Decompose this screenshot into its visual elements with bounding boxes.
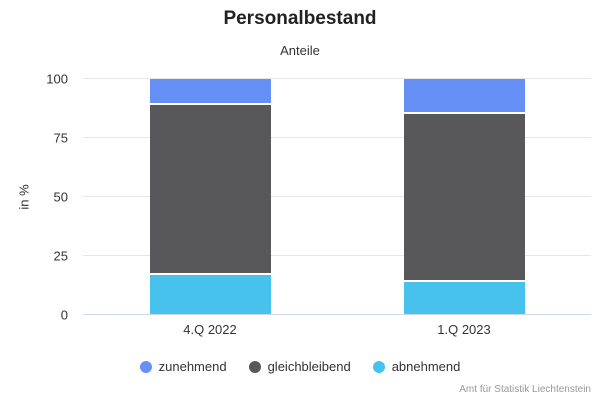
legend-label: zunehmend [158,359,227,374]
bar-segment-gleichbleibend[interactable] [403,114,525,282]
x-category-label: 4.Q 2022 [183,322,237,337]
bars-container [83,79,591,315]
legend-marker-icon [248,360,261,373]
x-category-label: 1.Q 2023 [437,322,491,337]
legend-marker-icon [139,360,152,373]
legend-label: abnehmend [391,359,461,374]
bar-segment-abnehmend[interactable] [403,281,525,315]
y-gridline [83,78,591,79]
y-tick-label: 0 [60,307,68,323]
bar-segment-zunehmend[interactable] [149,79,271,105]
plot-area [83,78,591,315]
y-gridline [83,255,591,256]
y-tick-label: 50 [53,189,68,205]
legend-marker-icon [372,360,385,373]
chart-subtitle: Anteile [280,43,320,58]
x-axis-line [83,314,591,315]
legend-label: gleichbleibend [267,359,351,374]
category-slot [83,79,337,315]
bar-segment-gleichbleibend[interactable] [149,104,271,275]
legend-item-gleichbleibend[interactable]: gleichbleibend [248,359,351,374]
y-tick-label: 75 [53,130,68,146]
y-gridline [83,196,591,197]
legend-item-abnehmend[interactable]: abnehmend [372,359,461,374]
stacked-bar [149,79,271,315]
chart-title: Personalbestand [223,8,377,29]
stacked-bar [403,79,525,315]
legend-item-zunehmend[interactable]: zunehmend [139,359,227,374]
y-tick-label: 25 [53,248,68,264]
source-credit: Amt für Statistik Liechtenstein [459,384,591,395]
y-tick-label: 100 [46,71,68,87]
bar-segment-zunehmend[interactable] [403,79,525,115]
bar-segment-abnehmend[interactable] [149,274,271,315]
y-axis-tick-labels: 0 25 50 75 100 [0,72,70,323]
category-slot [337,79,591,315]
legend: zunehmend gleichbleibend abnehmend [0,359,600,374]
y-gridline [83,137,591,138]
x-axis-labels: 4.Q 2022 1.Q 2023 [83,322,591,337]
